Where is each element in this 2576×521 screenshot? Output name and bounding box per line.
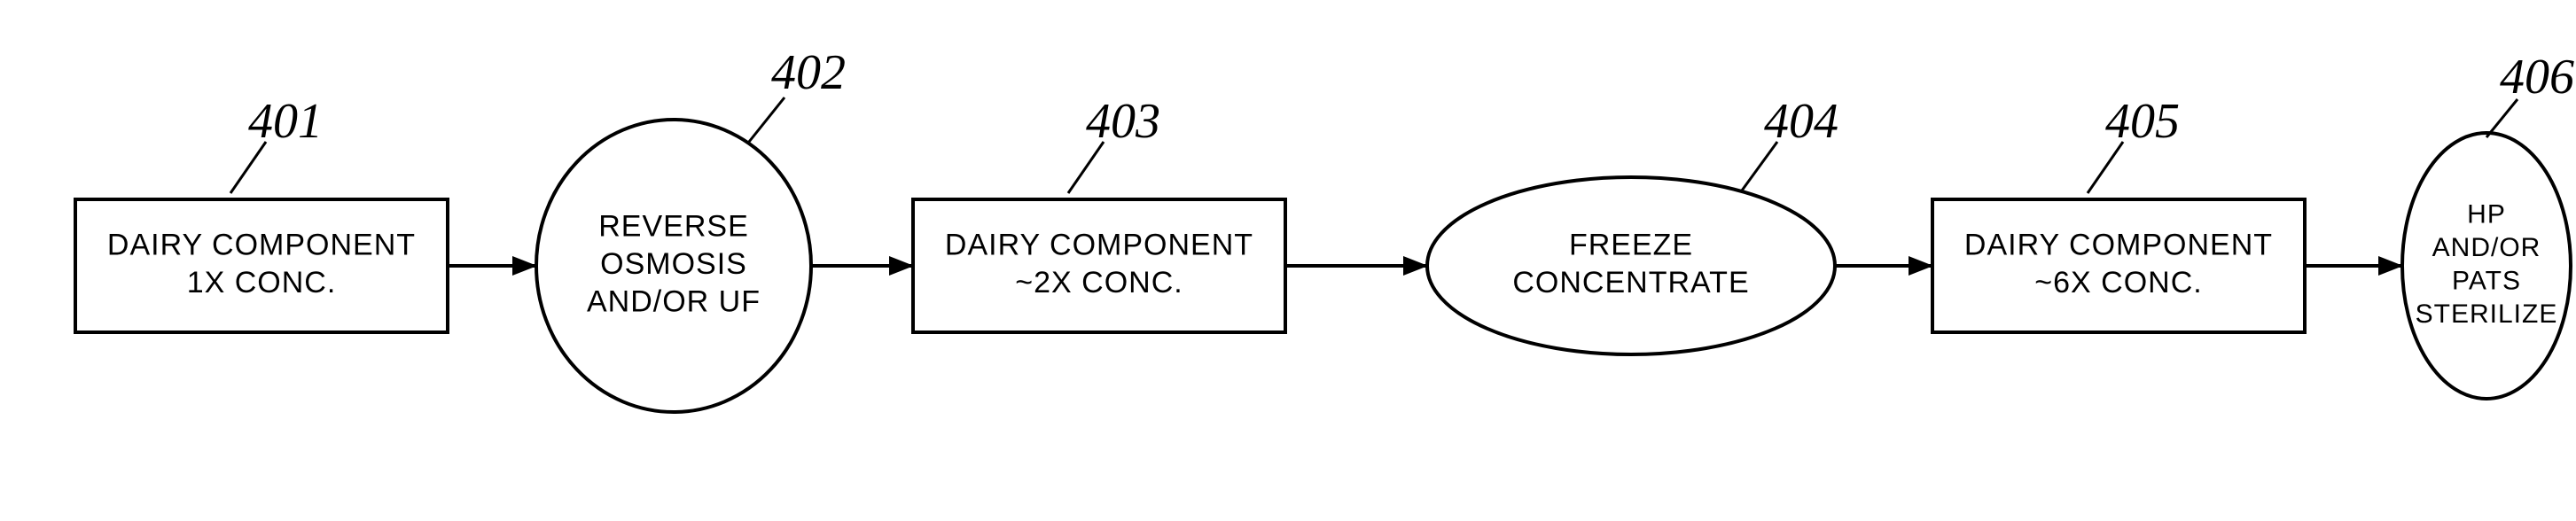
ref-tick <box>749 97 785 142</box>
node-label: DAIRY COMPONENT <box>945 229 1253 262</box>
node-label: ~6X CONC. <box>2034 266 2202 299</box>
ref-number: 406 <box>2500 50 2574 105</box>
node-n403: DAIRY COMPONENT ~2X CONC. <box>913 199 1285 332</box>
ref-number: 401 <box>248 94 323 149</box>
ref-number: 402 <box>771 45 846 100</box>
node-label: DAIRY COMPONENT <box>107 229 416 262</box>
ref-tick <box>1068 142 1104 193</box>
ref-number: 404 <box>1764 94 1838 149</box>
ref-number: 405 <box>2105 94 2180 149</box>
node-label: REVERSE <box>598 209 749 243</box>
node-label: STERILIZE <box>2416 299 2558 329</box>
node-n406: HP AND/OR PATS STERILIZE <box>2402 133 2571 399</box>
process-flow-diagram: DAIRY COMPONENT1X CONC.REVERSEOSMOSISAND… <box>0 0 2576 521</box>
ref-number: 403 <box>1086 94 1160 149</box>
node-label: HP <box>2467 200 2506 229</box>
node-label: 1X CONC. <box>187 266 337 299</box>
ref-tick <box>230 142 266 193</box>
node-label: ~2X CONC. <box>1015 266 1183 299</box>
ref-tick <box>1742 142 1777 191</box>
ref-tick <box>2486 99 2517 137</box>
node-label: CONCENTRATE <box>1512 266 1749 299</box>
node-n401: DAIRY COMPONENT 1X CONC. <box>75 199 448 332</box>
node-label: AND/OR UF <box>587 284 761 318</box>
node-n402: REVERSE OSMOSISAND/OR UF <box>536 120 811 412</box>
node-label: FREEZE <box>1569 229 1693 262</box>
node-n404: FREEZE CONCENTRATE <box>1427 177 1835 354</box>
node-label: AND/OR <box>2432 233 2541 262</box>
node-label: PATS <box>2452 267 2521 296</box>
node-label: DAIRY COMPONENT <box>1964 229 2273 262</box>
node-n405: DAIRY COMPONENT ~6X CONC. <box>1932 199 2305 332</box>
ref-tick <box>2088 142 2123 193</box>
node-label: OSMOSIS <box>600 247 747 281</box>
